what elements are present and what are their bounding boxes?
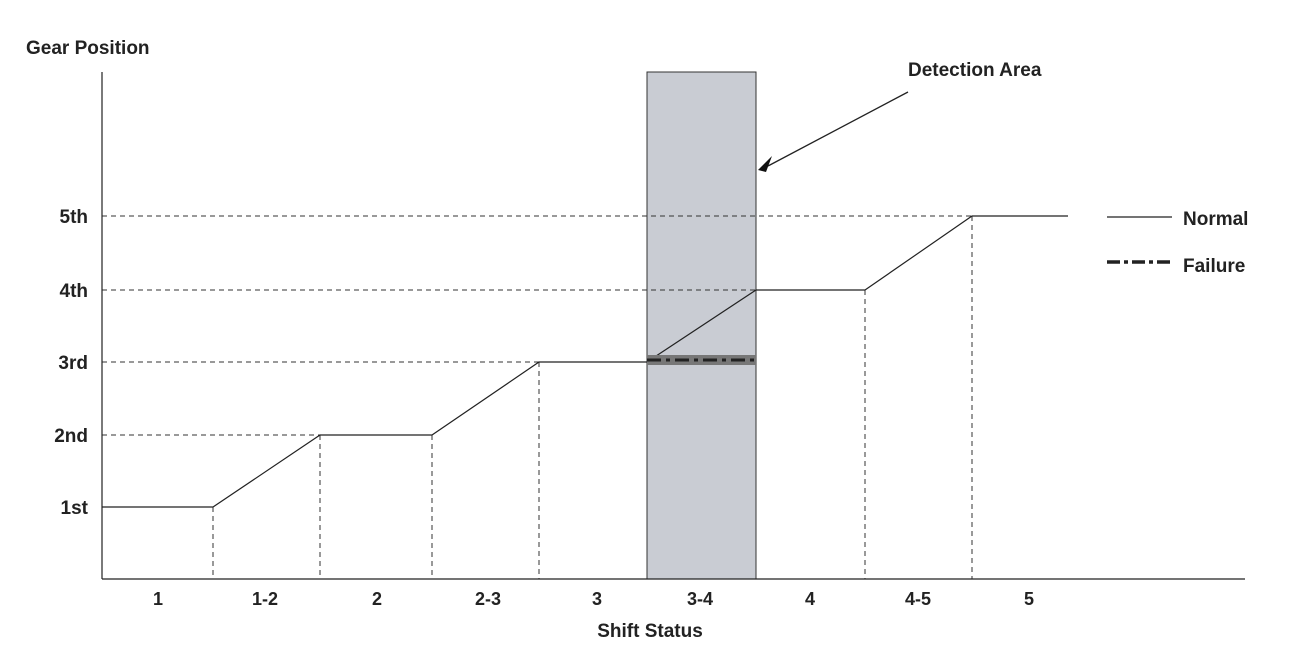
normal-series-line bbox=[102, 215, 1068, 508]
y-tick-label: 1st bbox=[61, 498, 89, 519]
y-tick-label: 3rd bbox=[58, 353, 88, 374]
x-tick-label: 2 bbox=[372, 589, 382, 609]
x-tick-label: 1-2 bbox=[252, 589, 278, 609]
x-tick-label: 4-5 bbox=[905, 589, 931, 609]
arrow-head-icon bbox=[758, 156, 772, 172]
legend-normal-label: Normal bbox=[1183, 209, 1248, 230]
x-tick-label: 3 bbox=[592, 589, 602, 609]
x-tick-label: 4 bbox=[805, 589, 815, 609]
guide-lines bbox=[102, 215, 973, 579]
detection-area-arrow bbox=[767, 91, 909, 167]
y-axis-title: Gear Position bbox=[26, 38, 150, 59]
x-tick-label: 2-3 bbox=[475, 589, 501, 609]
x-tick-label: 5 bbox=[1024, 589, 1034, 609]
y-tick-label: 2nd bbox=[54, 426, 88, 447]
failure-highlight-bar bbox=[647, 355, 756, 365]
legend: Normal Failure bbox=[1107, 209, 1248, 277]
x-axis-title: Shift Status bbox=[597, 621, 703, 642]
legend-failure-label: Failure bbox=[1183, 256, 1245, 277]
x-tick-label: 3-4 bbox=[687, 589, 713, 609]
detection-area-label: Detection Area bbox=[908, 60, 1042, 81]
y-tick-label: 5th bbox=[60, 207, 89, 228]
x-tick-label: 1 bbox=[153, 589, 163, 609]
y-tick-label: 4th bbox=[60, 281, 89, 302]
